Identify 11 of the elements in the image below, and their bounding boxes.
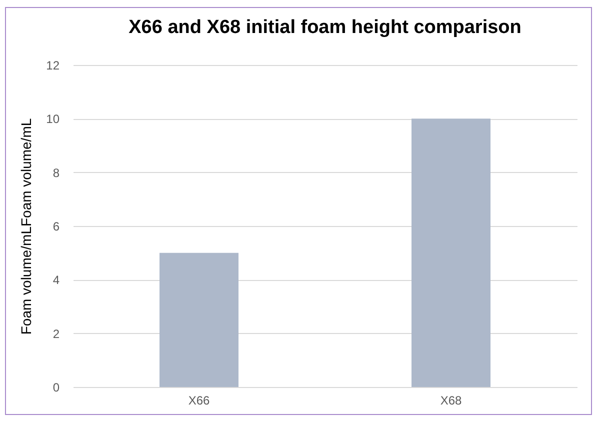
y-tick-label: 4: [52, 273, 60, 288]
y-tick-label: 2: [52, 326, 60, 341]
x-tick-label: X66: [188, 394, 210, 408]
y-tick-label: 10: [46, 112, 60, 126]
y-tick-label: 8: [52, 166, 60, 180]
chart-title: X66 and X68 initial foam height comparison: [128, 17, 522, 38]
y-tick-label: 0: [52, 380, 60, 394]
y-axis-title: Foam volume/mLFoam volume/mL: [18, 118, 34, 335]
y-tick-label: 12: [46, 58, 60, 72]
y-tick-label: 6: [52, 220, 60, 234]
x-tick-label: X68: [440, 394, 462, 408]
